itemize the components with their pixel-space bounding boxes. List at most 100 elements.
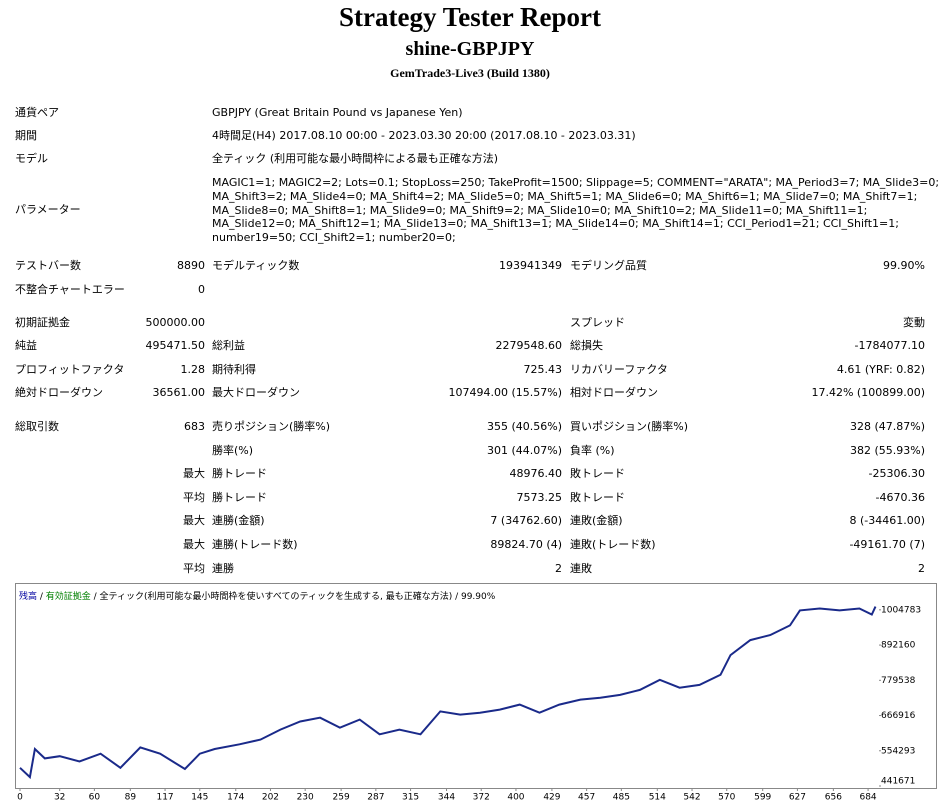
x-tick-label: 542 bbox=[683, 793, 700, 803]
stat-label: テストバー数 bbox=[15, 259, 81, 272]
stat-value: 2 bbox=[555, 562, 562, 575]
stat-value: 1.28 bbox=[180, 363, 206, 376]
x-tick-label: 0 bbox=[17, 793, 23, 803]
info-value: GBPJPY (Great Britain Pound vs Japanese … bbox=[212, 106, 463, 119]
stat-value: 0 bbox=[198, 283, 205, 296]
stat-label: 敗トレード bbox=[570, 491, 625, 504]
parameters-line: MA_Shift3=2; MA_Slide4=0; MA_Shift4=2; M… bbox=[212, 189, 918, 203]
stat-label: 総損失 bbox=[570, 339, 603, 352]
parameters-line: MA_Slide8=0; MA_Shift8=1; MA_Slide9=0; M… bbox=[212, 203, 868, 217]
server-name: GemTrade3-Live3 (Build 1380) bbox=[390, 66, 550, 80]
info-label: モデル bbox=[15, 152, 48, 165]
stat-label: 総利益 bbox=[212, 339, 245, 352]
stat-label: 連勝 bbox=[212, 562, 234, 575]
stat-label: プロフィットファクタ bbox=[15, 363, 125, 376]
stat-value: 8890 bbox=[177, 259, 205, 272]
legend: 残高 / 有効証拠金 / 全ティック(利用可能な最小時間枠を使いすべてのティック… bbox=[19, 590, 496, 602]
stat-value: 平均 bbox=[183, 491, 205, 504]
chart-frame bbox=[15, 583, 937, 789]
stat-value: 最大 bbox=[183, 467, 205, 480]
stat-value: -4670.36 bbox=[875, 491, 925, 504]
report-subtitle: shine-GBPJPY bbox=[405, 38, 535, 60]
parameters-line: MA_Slide12=0; MA_Shift12=1; MA_Slide13=0… bbox=[212, 217, 899, 231]
stat-label: モデルティック数 bbox=[212, 259, 300, 272]
parameters-line: MAGIC1=1; MAGIC2=2; Lots=0.1; StopLoss=2… bbox=[212, 176, 940, 189]
x-tick-label: 457 bbox=[578, 793, 595, 803]
stat-value: 683 bbox=[184, 420, 205, 433]
x-tick-label: 32 bbox=[54, 793, 65, 803]
x-tick-label: 429 bbox=[543, 793, 560, 803]
y-tick-label: 1004783 bbox=[881, 605, 921, 615]
stat-value: 89824.70 (4) bbox=[490, 538, 562, 551]
stat-label: 連敗(金額) bbox=[570, 514, 623, 527]
x-tick-label: 89 bbox=[125, 793, 137, 803]
stat-label: 連勝(トレード数) bbox=[212, 538, 298, 551]
stat-value: 7 (34762.60) bbox=[490, 514, 562, 527]
stat-value: 変動 bbox=[903, 316, 925, 329]
stat-label: 期待利得 bbox=[212, 363, 256, 376]
stat-label: 純益 bbox=[15, 339, 37, 352]
stat-value: 4.61 (YRF: 0.82) bbox=[836, 363, 925, 376]
x-tick-label: 372 bbox=[473, 793, 490, 803]
x-tick-label: 656 bbox=[825, 793, 842, 803]
legend-item: / 全ティック(利用可能な最小時間枠を使いすべてのティックを生成する, 最も正確… bbox=[91, 590, 496, 602]
parameters-line: number19=50; CCI_Shift2=1; number20=0; bbox=[212, 231, 456, 245]
report-title: Strategy Tester Report bbox=[339, 2, 601, 32]
stat-label: 勝トレード bbox=[212, 491, 267, 504]
stat-label: 連敗 bbox=[570, 562, 592, 575]
stat-value: 平均 bbox=[183, 562, 205, 575]
x-tick-label: 202 bbox=[262, 793, 279, 803]
stat-label: 勝トレード bbox=[212, 467, 267, 480]
stat-value: 36561.00 bbox=[152, 386, 206, 399]
stat-label: 連勝(金額) bbox=[212, 514, 265, 527]
legend-item: 有効証拠金 bbox=[46, 590, 91, 602]
stat-value: 382 (55.93%) bbox=[849, 444, 925, 457]
stat-label: 最大ドローダウン bbox=[212, 386, 300, 399]
stat-value: 725.43 bbox=[523, 363, 563, 376]
info-label: 通貨ペア bbox=[15, 106, 59, 119]
stat-label: 絶対ドローダウン bbox=[15, 386, 103, 399]
stat-label: 連敗(トレード数) bbox=[570, 538, 656, 551]
x-tick-label: 514 bbox=[649, 793, 666, 803]
x-tick-label: 259 bbox=[333, 793, 350, 803]
x-tick-label: 570 bbox=[718, 793, 735, 803]
x-tick-label: 230 bbox=[297, 793, 314, 803]
stat-value: -25306.30 bbox=[868, 467, 925, 480]
stat-label: 売りポジション(勝率%) bbox=[212, 420, 331, 433]
x-tick-label: 60 bbox=[89, 793, 101, 803]
equity-chart: 残高 / 有効証拠金 / 全ティック(利用可能な最小時間枠を使いすべてのティック… bbox=[15, 583, 937, 803]
stat-value: -49161.70 (7) bbox=[849, 538, 925, 551]
stat-value: 301 (44.07%) bbox=[486, 444, 562, 457]
stat-value: 495471.50 bbox=[145, 339, 206, 352]
stat-label: モデリング品質 bbox=[570, 259, 647, 272]
stat-value: 355 (40.56%) bbox=[486, 420, 562, 433]
x-tick-label: 287 bbox=[367, 793, 384, 803]
x-tick-label: 599 bbox=[754, 793, 771, 803]
stat-value: 最大 bbox=[183, 538, 205, 551]
x-tick-label: 400 bbox=[507, 793, 524, 803]
stat-value: 99.90% bbox=[883, 259, 925, 272]
y-tick-label: 779538 bbox=[881, 676, 916, 686]
stat-label: 不整合チャートエラー bbox=[15, 283, 125, 296]
stat-label: リカバリーファクタ bbox=[570, 363, 668, 376]
stat-label: 敗トレード bbox=[570, 467, 625, 480]
stat-value: -1784077.10 bbox=[854, 339, 925, 352]
info-value: 全ティック (利用可能な最小時間枠による最も正確な方法) bbox=[212, 152, 499, 165]
stat-value: 328 (47.87%) bbox=[849, 420, 925, 433]
y-tick-label: 554293 bbox=[881, 746, 915, 756]
x-tick-label: 145 bbox=[191, 793, 208, 803]
stat-value: 2 bbox=[918, 562, 925, 575]
stat-value: 最大 bbox=[183, 514, 205, 527]
stat-value: 8 (-34461.00) bbox=[849, 514, 925, 527]
parameters-label: パラメーター bbox=[15, 203, 81, 216]
x-tick-label: 117 bbox=[156, 793, 173, 803]
stat-label: 総取引数 bbox=[15, 420, 59, 433]
stat-label: 負率 (%) bbox=[570, 444, 615, 457]
legend-item: / bbox=[37, 592, 46, 602]
x-tick-label: 315 bbox=[402, 793, 419, 803]
y-tick-label: 892160 bbox=[881, 641, 916, 651]
x-tick-label: 174 bbox=[227, 793, 244, 803]
y-tick-label: 441671 bbox=[881, 777, 915, 787]
stat-value: 17.42% (100899.00) bbox=[811, 386, 925, 399]
stat-label: 買いポジション(勝率%) bbox=[570, 420, 689, 433]
